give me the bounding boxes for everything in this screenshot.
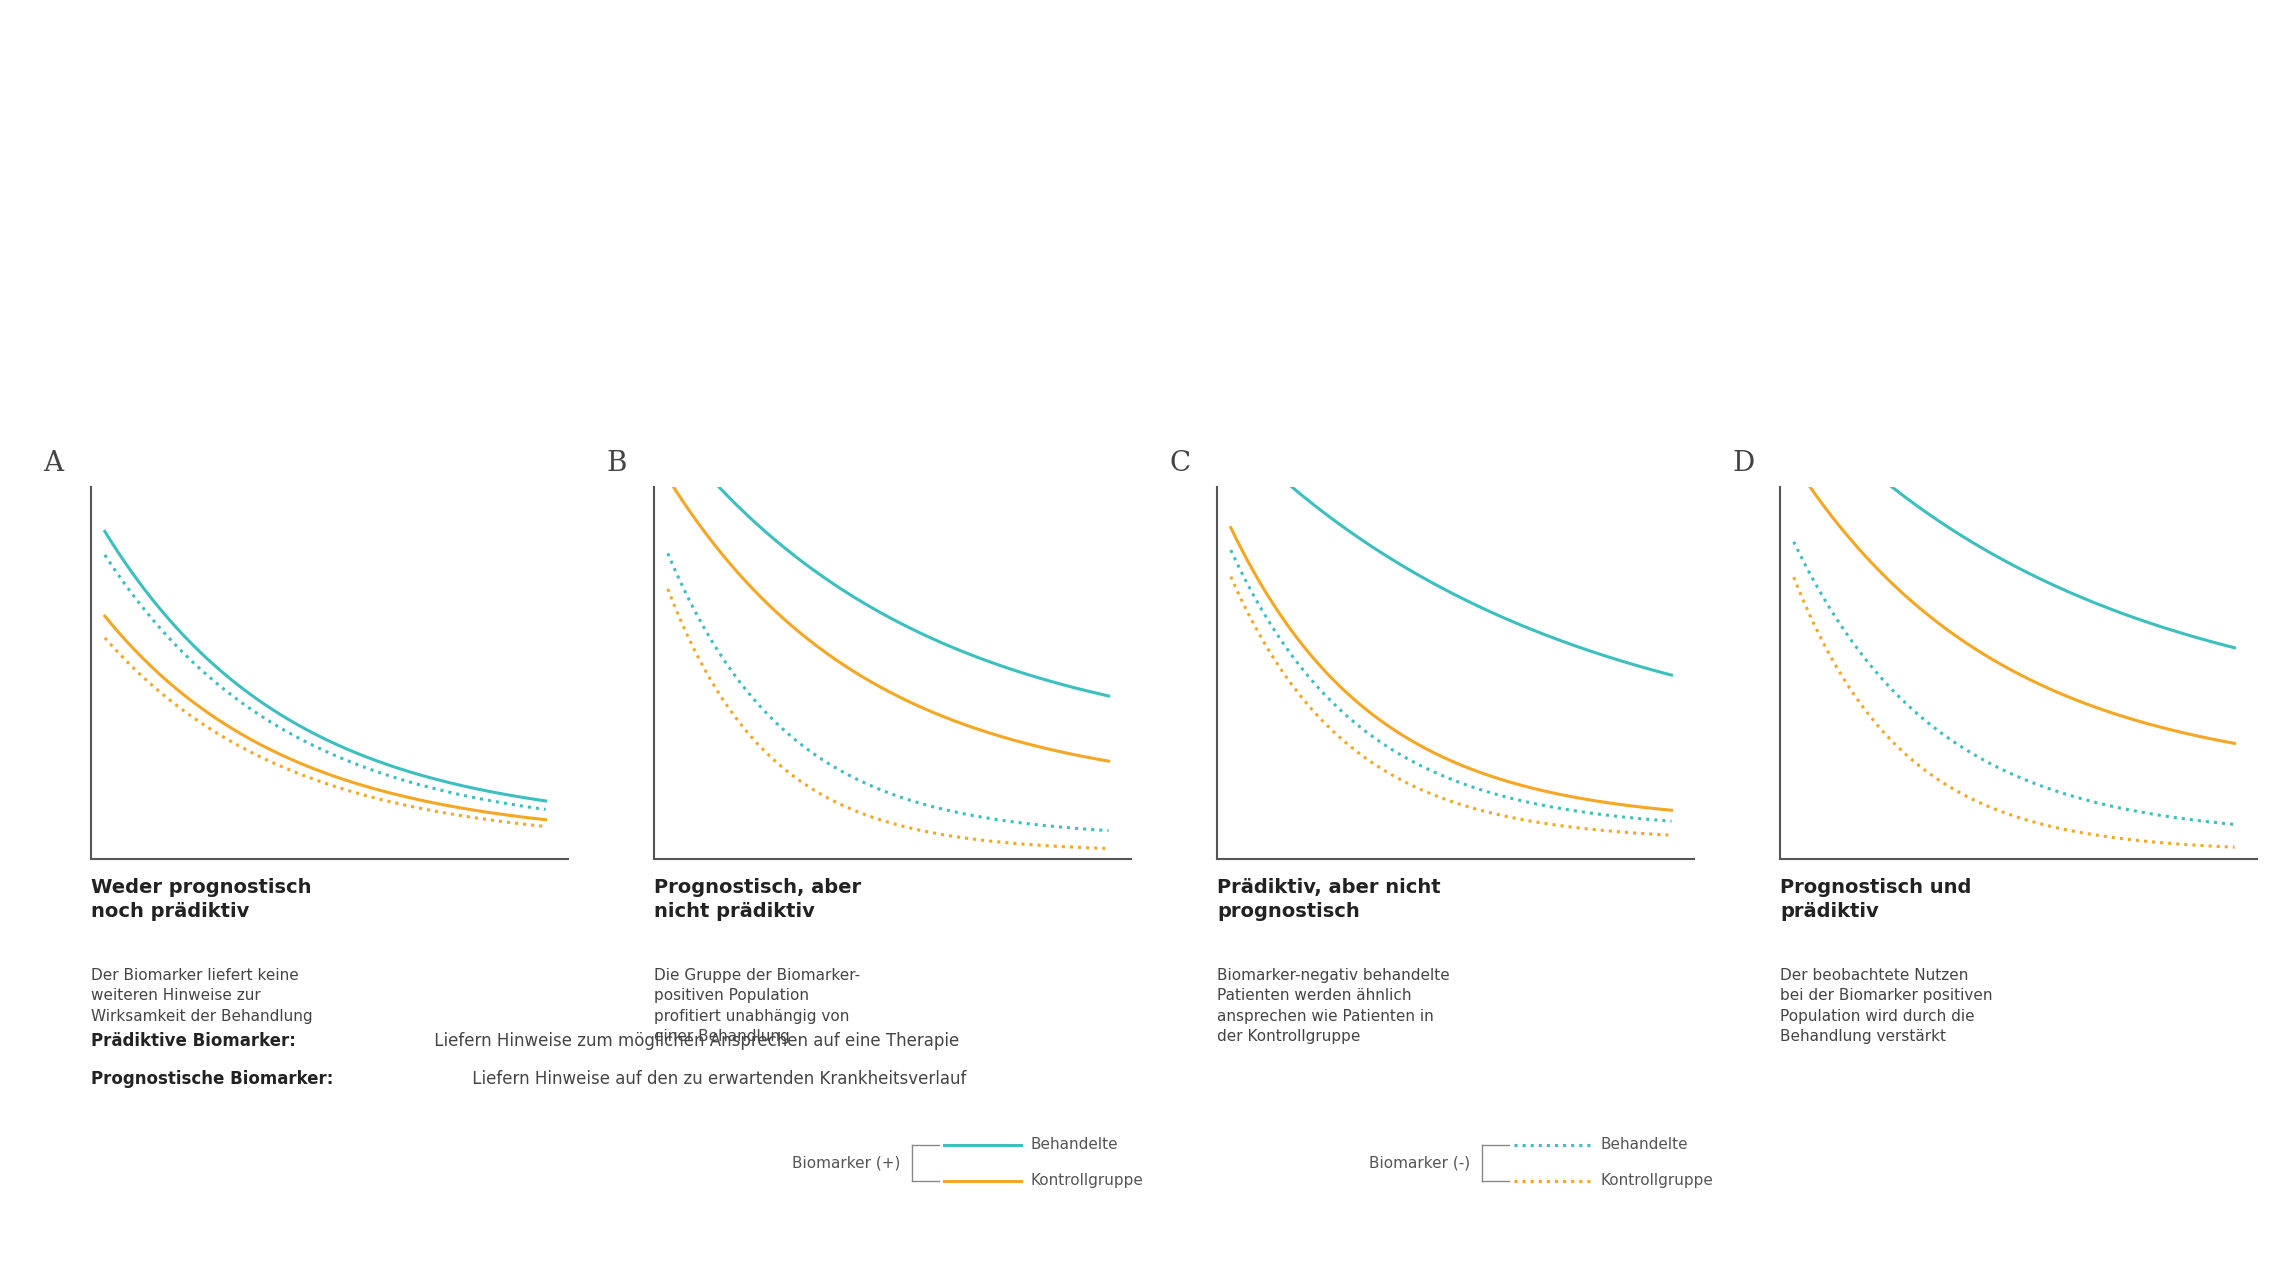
Text: C: C [1170, 450, 1190, 477]
Text: D: D [1733, 450, 1756, 477]
Text: Liefern Hinweise zum möglichen Ansprechen auf eine Therapie: Liefern Hinweise zum möglichen Anspreche… [429, 1032, 960, 1050]
Text: Biomarker-negativ behandelte
Patienten werden ähnlich
ansprechen wie Patienten i: Biomarker-negativ behandelte Patienten w… [1218, 968, 1450, 1044]
Text: Die Gruppe der Biomarker-
positiven Population
profitiert unabhängig von
einer B: Die Gruppe der Biomarker- positiven Popu… [654, 968, 860, 1044]
Text: Biomarker (-): Biomarker (-) [1370, 1155, 1471, 1170]
Text: A: A [43, 450, 64, 477]
Text: Behandelte: Behandelte [1031, 1137, 1117, 1153]
Text: Prädiktiv, aber nicht
prognostisch: Prädiktiv, aber nicht prognostisch [1218, 878, 1441, 922]
Text: Behandelte: Behandelte [1601, 1137, 1687, 1153]
Text: Der Biomarker liefert keine
weiteren Hinweise zur
Wirksamkeit der Behandlung: Der Biomarker liefert keine weiteren Hin… [91, 968, 312, 1024]
Text: Der beobachtete Nutzen
bei der Biomarker positiven
Population wird durch die
Beh: Der beobachtete Nutzen bei der Biomarker… [1781, 968, 1993, 1044]
Text: Prognostische Biomarker:: Prognostische Biomarker: [91, 1070, 333, 1088]
Text: B: B [606, 450, 627, 477]
Text: Kontrollgruppe: Kontrollgruppe [1031, 1173, 1145, 1188]
Text: Kontrollgruppe: Kontrollgruppe [1601, 1173, 1715, 1188]
Text: Weder prognostisch
noch prädiktiv: Weder prognostisch noch prädiktiv [91, 878, 312, 922]
Text: Prognostisch, aber
nicht prädiktiv: Prognostisch, aber nicht prädiktiv [654, 878, 862, 922]
Text: Liefern Hinweise auf den zu erwartenden Krankheitsverlauf: Liefern Hinweise auf den zu erwartenden … [467, 1070, 967, 1088]
Text: Prognostisch und
prädiktiv: Prognostisch und prädiktiv [1781, 878, 1972, 922]
Text: Biomarker (+): Biomarker (+) [791, 1155, 901, 1170]
Text: Prädiktive Biomarker:: Prädiktive Biomarker: [91, 1032, 296, 1050]
